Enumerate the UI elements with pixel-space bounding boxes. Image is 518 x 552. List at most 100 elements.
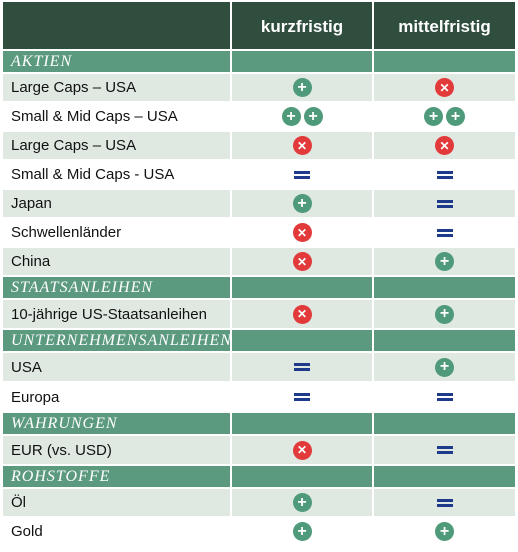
mittelfristig-rating (374, 161, 515, 190)
equal-icon (436, 198, 453, 210)
section-spacer (374, 466, 515, 489)
mittelfristig-rating: ✕ (374, 74, 515, 103)
plus-circle-icon: + (424, 107, 443, 126)
table-row: Small & Mid Caps – USA + + + + (3, 103, 515, 132)
cross-circle-icon: ✕ (292, 136, 312, 155)
asset-label: Large Caps – USA (3, 74, 232, 103)
plus-circle-icon: + (281, 107, 301, 126)
plus-circle-icon: + (435, 304, 454, 324)
table-row: Small & Mid Caps - USA (3, 161, 515, 190)
section-spacer (232, 51, 374, 74)
asset-label: Öl (3, 489, 232, 518)
mittelfristig-rating: + (374, 248, 515, 277)
asset-label: Gold (3, 518, 232, 547)
equal-icon (294, 391, 310, 403)
kurzfristig-rating: + (232, 518, 374, 547)
cross-circle-icon: ✕ (435, 136, 454, 155)
equal-icon (294, 361, 310, 373)
mittelfristig-rating (374, 219, 515, 248)
section-title: UNTERNEHMENSANLEIHEN (3, 330, 232, 353)
kurzfristig-rating: + (232, 190, 374, 219)
asset-label: Large Caps – USA (3, 132, 232, 161)
mittelfristig-rating: + + (374, 103, 515, 132)
table-row: 10-jährige US-Staatsanleihen ✕ + (3, 300, 515, 330)
mittelfristig-rating: + (374, 353, 515, 383)
kurzfristig-rating (232, 161, 374, 190)
kurzfristig-rating: + (232, 489, 374, 518)
header-mittelfristig: mittelfristig (374, 2, 515, 51)
asset-label: Small & Mid Caps – USA (3, 103, 232, 132)
section-title: ROHSTOFFE (3, 466, 232, 489)
double-plus-circle-icon: + + (281, 107, 323, 126)
section-spacer (374, 277, 515, 300)
asset-label: Small & Mid Caps - USA (3, 161, 232, 190)
asset-label: Europa (3, 383, 232, 413)
asset-label: Japan (3, 190, 232, 219)
plus-circle-icon: + (435, 357, 454, 377)
header-empty-cell (3, 2, 232, 51)
kurzfristig-rating: ✕ (232, 300, 374, 330)
section-spacer (374, 330, 515, 353)
table-row: Europa (3, 383, 515, 413)
section-title: STAATSANLEIHEN (3, 277, 232, 300)
section-spacer (232, 466, 374, 489)
equal-icon (294, 169, 310, 181)
cross-circle-icon: ✕ (292, 440, 312, 460)
section-spacer (232, 277, 374, 300)
table-row: Large Caps – USA + ✕ (3, 74, 515, 103)
kurzfristig-rating: ✕ (232, 436, 374, 466)
plus-circle-icon: + (292, 493, 312, 512)
section-spacer (232, 330, 374, 353)
kurzfristig-rating (232, 353, 374, 383)
plus-circle-icon: + (292, 78, 312, 97)
plus-circle-icon: + (292, 522, 312, 541)
mittelfristig-rating: + (374, 300, 515, 330)
section-spacer (374, 51, 515, 74)
table-row: Japan + (3, 190, 515, 219)
mittelfristig-rating: ✕ (374, 132, 515, 161)
mittelfristig-rating (374, 436, 515, 466)
section-row: WAHRUNGEN (3, 413, 515, 436)
plus-circle-icon: + (435, 522, 454, 541)
equal-icon (436, 444, 453, 456)
kurzfristig-rating: + (232, 74, 374, 103)
mittelfristig-rating (374, 190, 515, 219)
double-plus-circle-icon: + + (424, 107, 465, 126)
table-row: Schwellenländer ✕ (3, 219, 515, 248)
plus-circle-icon: + (292, 194, 312, 213)
equal-icon (436, 497, 453, 509)
section-spacer (232, 413, 374, 436)
table-row: China ✕ + (3, 248, 515, 277)
equal-icon (436, 391, 453, 403)
section-row: ROHSTOFFE (3, 466, 515, 489)
asset-label: China (3, 248, 232, 277)
kurzfristig-rating: ✕ (232, 248, 374, 277)
section-spacer (374, 413, 515, 436)
cross-circle-icon: ✕ (435, 78, 454, 97)
asset-label: 10-jährige US-Staatsanleihen (3, 300, 232, 330)
asset-label: EUR (vs. USD) (3, 436, 232, 466)
kurzfristig-rating: + + (232, 103, 374, 132)
asset-label: Schwellenländer (3, 219, 232, 248)
kurzfristig-rating: ✕ (232, 219, 374, 248)
table-row: Large Caps – USA ✕ ✕ (3, 132, 515, 161)
table-row: EUR (vs. USD) ✕ (3, 436, 515, 466)
cross-circle-icon: ✕ (292, 304, 312, 324)
plus-circle-icon: + (435, 252, 454, 271)
equal-icon (436, 169, 453, 181)
section-row: STAATSANLEIHEN (3, 277, 515, 300)
cross-circle-icon: ✕ (292, 223, 312, 242)
cross-circle-icon: ✕ (292, 252, 312, 271)
plus-circle-icon: + (446, 107, 465, 126)
section-row: UNTERNEHMENSANLEIHEN (3, 330, 515, 353)
header-kurzfristig: kurzfristig (232, 2, 374, 51)
table-row: Öl + (3, 489, 515, 518)
section-row: AKTIEN (3, 51, 515, 74)
mittelfristig-rating (374, 383, 515, 413)
mittelfristig-rating: + (374, 518, 515, 547)
plus-circle-icon: + (303, 107, 323, 126)
table-row: USA + (3, 353, 515, 383)
section-title: WAHRUNGEN (3, 413, 232, 436)
asset-label: USA (3, 353, 232, 383)
equal-icon (436, 227, 453, 239)
